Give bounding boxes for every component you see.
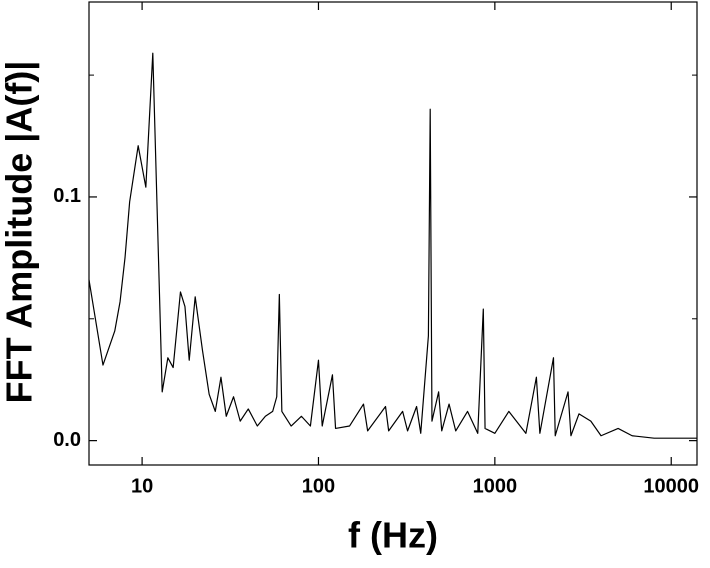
plot-frame <box>88 1 698 466</box>
y-axis-label: FFT Amplitude |A(f)| <box>0 61 41 404</box>
x-tick-label: 100 <box>302 475 335 497</box>
data-line <box>88 52 697 439</box>
x-tick-label: 1000 <box>473 475 518 497</box>
x-axis-label: f (Hz) <box>348 515 438 556</box>
y-tick-label: 0.1 <box>53 185 81 207</box>
x-tick-label: 10 <box>131 475 153 497</box>
x-tick-label: 10000 <box>643 475 699 497</box>
y-tick-label: 0.0 <box>53 429 81 451</box>
